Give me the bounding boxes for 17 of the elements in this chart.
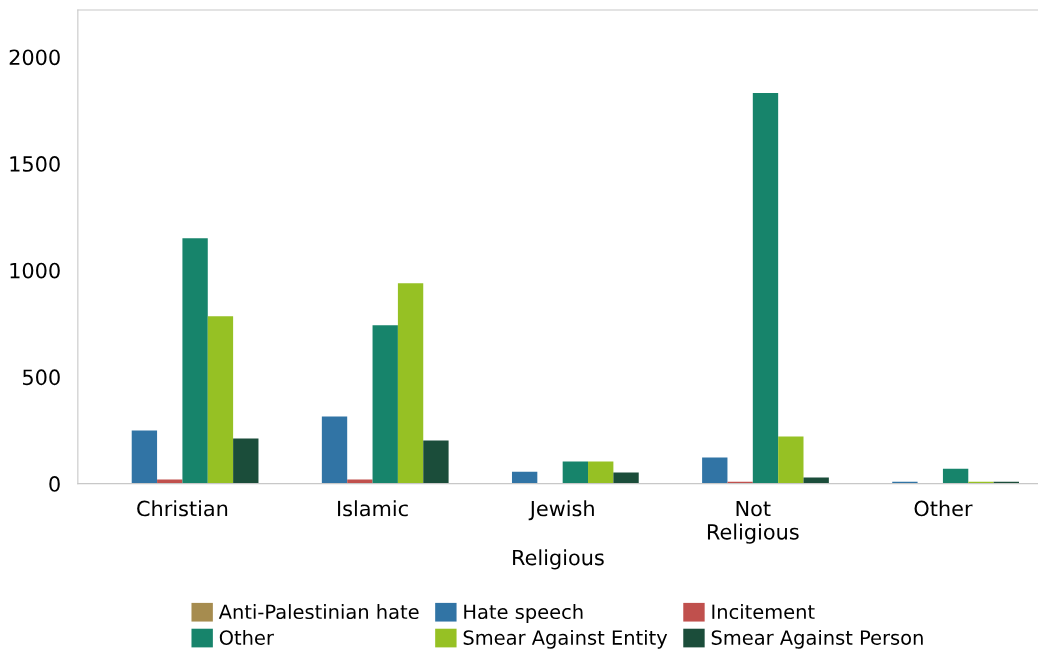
legend-label: Incitement [712, 604, 815, 620]
x-axis-title: Religious [513, 549, 604, 570]
x-tick-label: Christian [137, 500, 228, 517]
legend-label: Smear Against Person [711, 629, 923, 649]
x-tick-label: Jewish [528, 500, 594, 521]
y-tick-label: 500 [23, 369, 60, 386]
x-tick-label: Islamic [338, 500, 408, 517]
y-tick-label: 1500 [10, 156, 60, 172]
legend-label: Smear Against Entity [463, 629, 668, 649]
legend-label: Anti-Palestinian hate [218, 604, 419, 620]
y-tick-label: 0 [49, 476, 60, 492]
x-tick-label: Not Religious [707, 500, 799, 544]
x-tick-label: Other [914, 500, 973, 517]
y-tick-label: 1000 [10, 262, 60, 279]
y-tick-label: 2000 [9, 49, 60, 66]
legend-label: Hate speech [464, 604, 583, 623]
legend-label: Other [219, 629, 274, 645]
